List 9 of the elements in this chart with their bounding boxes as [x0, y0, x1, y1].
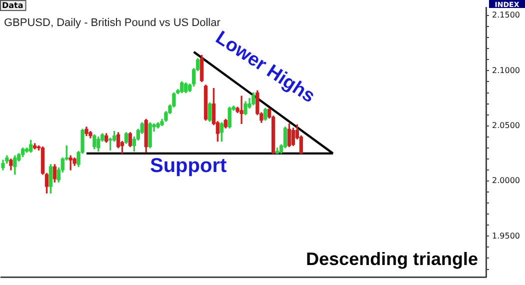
- y-tick-label: 2.1000: [492, 66, 520, 75]
- text: GBPUSD, Daily - British Pound vs US Dollar: [4, 16, 221, 29]
- y-tick-label: 1.9500: [492, 231, 520, 240]
- y-tick-label: 2.0000: [492, 176, 520, 186]
- annotation: Descending triangle: [306, 249, 478, 269]
- annotation: Data: [2, 1, 24, 10]
- y-tick-label: 2.1500: [492, 10, 520, 20]
- annotation: Support: [150, 155, 227, 177]
- y-tick-label: 2.0500: [492, 120, 520, 130]
